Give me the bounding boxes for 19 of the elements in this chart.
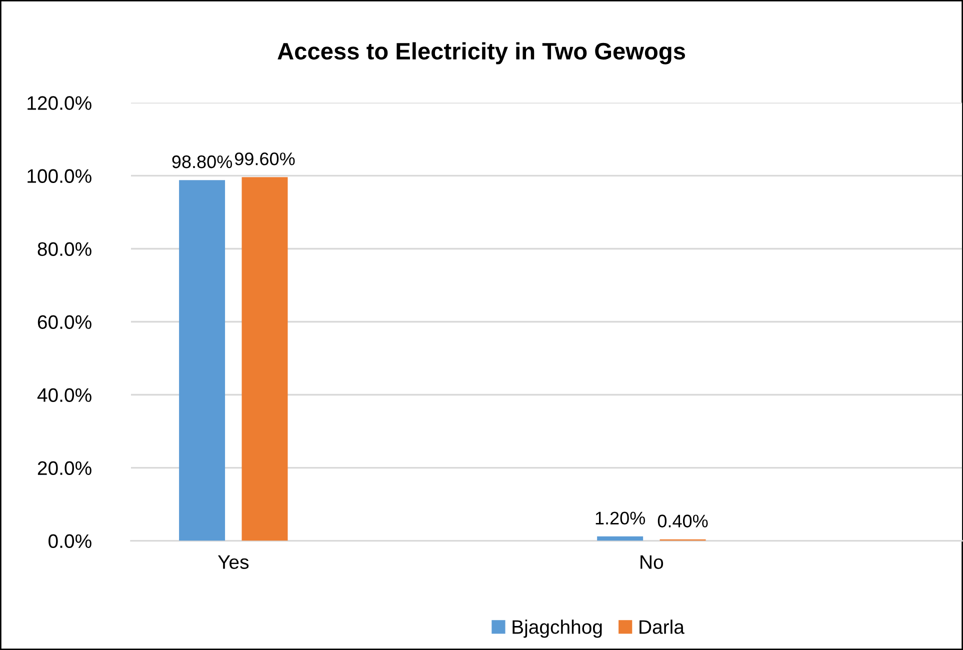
y-tick-label: 60.0% <box>38 315 92 329</box>
data-label: 0.40% <box>658 514 708 528</box>
x-tick-label: No <box>640 555 664 569</box>
x-tick-label: Yes <box>218 555 249 569</box>
y-tick-label: 80.0% <box>38 242 92 256</box>
data-label: 99.60% <box>234 152 295 166</box>
chart-title: Access to Electricity in Two Gewogs <box>278 42 686 64</box>
data-label: 98.80% <box>172 155 232 168</box>
bar <box>179 180 226 541</box>
y-tick-label: 100.0% <box>28 169 92 183</box>
y-tick-label: 20.0% <box>38 461 92 476</box>
legend-label: Bjagchhog <box>512 620 602 638</box>
y-tick-label: 0.0% <box>48 534 92 548</box>
legend-label: Darla <box>640 620 684 634</box>
y-tick-label: 40.0% <box>37 388 92 402</box>
bar <box>242 177 288 541</box>
y-tick-label: 120.0% <box>28 96 92 110</box>
data-label: 1.20% <box>596 512 646 525</box>
bar <box>597 536 644 541</box>
